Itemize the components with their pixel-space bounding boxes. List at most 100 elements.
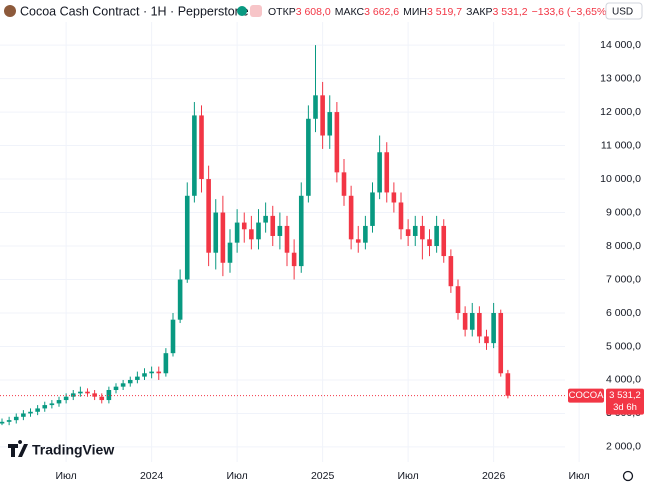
candle-body bbox=[6, 420, 12, 422]
candle-body bbox=[256, 222, 261, 240]
x-tick-label: 2026 bbox=[482, 470, 506, 482]
candle-body bbox=[434, 225, 439, 247]
candle-body bbox=[455, 286, 461, 313]
candle-body bbox=[206, 179, 211, 253]
candle-body bbox=[398, 202, 404, 230]
ohlc-label: МИН bbox=[403, 6, 427, 18]
settings-icon[interactable] bbox=[622, 470, 634, 482]
candle-body bbox=[355, 239, 361, 243]
y-tick-label: 14 000,0 bbox=[600, 39, 641, 51]
candle-body bbox=[298, 195, 304, 267]
candle-body bbox=[192, 115, 197, 196]
candle-body bbox=[291, 252, 297, 267]
ohlc-value: 3 531,2 bbox=[493, 6, 528, 18]
price-axis: 2 000,03 000,04 000,05 000,06 000,07 000… bbox=[0, 39, 644, 453]
candle-body bbox=[320, 95, 325, 136]
candle-body bbox=[13, 416, 19, 421]
y-tick-label: 8 000,0 bbox=[606, 240, 641, 252]
candle-body bbox=[213, 212, 219, 253]
candle-body bbox=[313, 95, 318, 119]
candle-body bbox=[505, 373, 511, 396]
x-tick-label: 2024 bbox=[140, 470, 164, 482]
chart-title: Cocoa Cash Contract · 1H · Pepperstone bbox=[20, 4, 249, 18]
ohlc-value: 3 608,0 bbox=[296, 6, 331, 18]
candle-body bbox=[0, 421, 5, 424]
y-tick-label: 6 000,0 bbox=[606, 307, 641, 319]
candle-body bbox=[462, 312, 468, 330]
change: −133,6 (−3,65%) bbox=[532, 6, 610, 18]
candle-body bbox=[156, 371, 162, 374]
candle-body bbox=[42, 405, 48, 409]
last-price-bg bbox=[606, 388, 644, 415]
candle-body bbox=[405, 229, 411, 236]
last-price-label: 3 531,2 bbox=[609, 390, 641, 401]
y-tick-label: 4 000,0 bbox=[606, 374, 641, 386]
countdown: 3d 6h bbox=[613, 402, 637, 413]
candle-body bbox=[334, 112, 340, 173]
y-tick-label: 5 000,0 bbox=[606, 340, 641, 352]
candle-body bbox=[28, 411, 33, 414]
candle-body bbox=[99, 396, 105, 401]
currency[interactable]: USD bbox=[612, 7, 633, 18]
candle-body bbox=[270, 215, 276, 236]
candle-body bbox=[241, 222, 247, 230]
candle-body bbox=[70, 393, 76, 397]
candle-body bbox=[277, 225, 283, 236]
candle-body bbox=[120, 383, 126, 387]
candle-body bbox=[170, 319, 176, 354]
candle-body bbox=[306, 118, 311, 196]
candle-body bbox=[199, 115, 204, 180]
currency-box[interactable] bbox=[605, 2, 643, 20]
status-icon bbox=[250, 5, 262, 17]
candle-body bbox=[220, 212, 226, 263]
y-tick-label: 10 000,0 bbox=[600, 173, 641, 185]
ohlc-value: 3 662,6 bbox=[364, 6, 399, 18]
candle-body bbox=[412, 225, 418, 236]
candle-body bbox=[21, 413, 26, 417]
candle-body bbox=[377, 152, 382, 193]
candles bbox=[0, 45, 511, 426]
y-tick-label: 7 000,0 bbox=[606, 273, 641, 285]
candle-body bbox=[384, 152, 390, 193]
ohlc-label: ЗАКР bbox=[466, 6, 492, 18]
candle-body bbox=[491, 312, 496, 344]
candle-body bbox=[420, 225, 425, 240]
candle-body bbox=[35, 408, 40, 412]
candle-body bbox=[113, 386, 119, 391]
candle-body bbox=[484, 336, 489, 344]
candle-body bbox=[49, 403, 55, 406]
y-tick-label: 13 000,0 bbox=[600, 72, 641, 84]
candle-body bbox=[106, 390, 112, 401]
status-dot bbox=[237, 6, 247, 16]
candle-body bbox=[391, 192, 397, 203]
candle-body bbox=[92, 393, 97, 397]
candle-body bbox=[441, 225, 447, 257]
candle-body bbox=[78, 391, 83, 394]
candle-body bbox=[448, 256, 454, 287]
candle-body bbox=[363, 225, 368, 243]
candle-body bbox=[234, 222, 240, 243]
candle-body bbox=[498, 312, 504, 374]
candle-body bbox=[263, 215, 268, 223]
candle-body bbox=[469, 312, 475, 330]
y-tick-label: 12 000,0 bbox=[600, 106, 641, 118]
symbol-tag-bg bbox=[568, 388, 604, 403]
candle-body bbox=[56, 400, 62, 404]
candle-body bbox=[249, 229, 254, 240]
ohlc-label: МАКС bbox=[335, 6, 365, 18]
y-tick-label: 9 000,0 bbox=[606, 206, 641, 218]
candle-body bbox=[427, 239, 432, 247]
candle-body bbox=[85, 391, 90, 394]
x-axis: Июл 2024 Июл 2025 Июл 2026 Июл bbox=[55, 470, 589, 482]
candle-body bbox=[135, 376, 140, 380]
candle-body bbox=[63, 396, 69, 401]
ohlc-label: ОТКР bbox=[268, 6, 296, 18]
x-tick-label: Июл bbox=[226, 470, 247, 482]
brand: TradingView bbox=[32, 442, 114, 458]
candle-body bbox=[327, 112, 333, 136]
candle-body bbox=[149, 371, 154, 374]
candle-body bbox=[184, 195, 190, 280]
candle-body bbox=[163, 353, 169, 374]
symbol-tag: COCOA bbox=[569, 390, 605, 401]
brand-logo: TradingView bbox=[8, 440, 114, 458]
